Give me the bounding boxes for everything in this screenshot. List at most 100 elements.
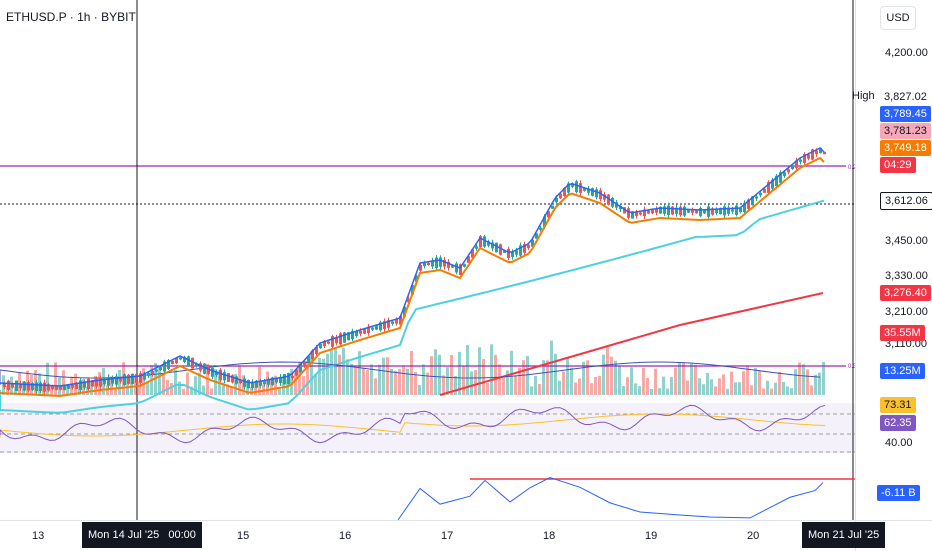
chart-canvas[interactable]: 0.236FIB 0.382FIB	[0, 0, 855, 520]
volume-bar	[702, 384, 705, 395]
candle-body	[503, 250, 506, 253]
volume-bar	[574, 382, 577, 395]
candle-body	[691, 210, 694, 213]
candle-body	[663, 206, 666, 214]
volume-bar	[162, 373, 165, 395]
candle-body	[23, 381, 26, 391]
candle-body	[407, 299, 410, 303]
candle-body	[555, 197, 558, 203]
candle-body	[539, 227, 542, 230]
candle-body	[579, 183, 582, 193]
time-tick: 19	[645, 530, 658, 542]
volume-bar	[538, 384, 541, 395]
candle-body	[751, 196, 754, 206]
candle-body	[191, 357, 194, 369]
candle-body	[99, 377, 102, 387]
candle-body	[67, 385, 70, 389]
price-tag-last: 3,781.23	[880, 123, 931, 139]
volume-bar	[758, 370, 761, 395]
ema-slow-line	[0, 156, 825, 398]
volume-bar	[454, 376, 457, 395]
volume-bar	[250, 387, 253, 395]
candle-body	[511, 251, 514, 258]
time-tick: 18	[543, 530, 556, 542]
volume-bar	[110, 376, 113, 395]
candle-body	[667, 205, 670, 216]
volume-bar	[54, 362, 57, 395]
volume-bar	[426, 372, 429, 395]
volume-bar	[686, 380, 689, 395]
volume-bar	[506, 370, 509, 395]
fib-upper-label: 0.236FIB	[848, 165, 855, 171]
candle-body	[743, 203, 746, 212]
candle-body	[759, 193, 762, 196]
volume-bar	[706, 372, 709, 395]
volume-bar	[794, 369, 797, 395]
volume-bar	[678, 361, 681, 395]
candle-body	[195, 363, 198, 367]
candle-body	[135, 373, 138, 384]
candle-body	[607, 194, 610, 205]
volume-bar	[198, 372, 201, 395]
volume-tag: 35.55M	[880, 325, 925, 341]
time-tick: 17	[441, 530, 454, 542]
currency-button[interactable]: USD	[880, 6, 916, 30]
volume-bar	[518, 367, 521, 395]
volume-bar	[814, 374, 817, 395]
volume-bar	[466, 345, 469, 395]
candle-body	[515, 250, 518, 255]
volume-bar	[138, 381, 141, 395]
candle-body	[531, 239, 534, 247]
candle-body	[3, 383, 6, 387]
volume-bar	[550, 340, 553, 395]
volume-bar	[614, 360, 617, 395]
candle-body	[595, 189, 598, 198]
volume-bar	[290, 368, 293, 395]
volume-bar	[446, 367, 449, 395]
price-tick: 3,110.00	[885, 338, 928, 350]
price-tick: 3,330.00	[885, 270, 928, 282]
volume-bar	[186, 372, 189, 395]
candle-body	[379, 322, 382, 331]
volume-bar	[634, 383, 637, 395]
candle-body	[231, 375, 234, 383]
candle-body	[471, 249, 474, 258]
candle-body	[727, 207, 730, 214]
candle-body	[623, 207, 626, 214]
candle-body	[571, 183, 574, 187]
price-scale[interactable]	[855, 0, 932, 520]
candle-body	[323, 341, 326, 347]
volume-bar	[566, 356, 569, 395]
candle-body	[683, 206, 686, 216]
candle-body	[451, 265, 454, 268]
candle-body	[187, 356, 190, 367]
volume-bar	[322, 358, 325, 395]
symbol-title[interactable]: ETHUSD.P · 1h · BYBIT	[6, 10, 136, 24]
volume-bar	[182, 388, 185, 395]
candle-body	[55, 385, 58, 390]
candle-body	[171, 360, 174, 365]
volume-bar	[386, 357, 389, 395]
candle-body	[127, 374, 130, 384]
volume-bar	[682, 362, 685, 395]
volume-bar	[786, 386, 789, 395]
volume-bar	[302, 376, 305, 395]
volume-bar	[6, 385, 9, 395]
volume-bar	[510, 350, 513, 395]
candle-body	[307, 356, 310, 363]
candle-body	[311, 350, 314, 360]
chart-area[interactable]: 0.236FIB 0.382FIB	[0, 0, 855, 520]
volume-bar	[126, 376, 129, 395]
candle-body	[603, 194, 606, 200]
volume-bar	[722, 374, 725, 395]
candle-body	[431, 260, 434, 267]
candle-body	[763, 188, 766, 193]
volume-bar	[438, 354, 441, 395]
volume-bar	[306, 361, 309, 395]
volume-bar	[390, 368, 393, 395]
volume-bar	[166, 379, 169, 395]
volume-bar	[666, 388, 669, 395]
candle-body	[491, 242, 494, 249]
volume-bar	[770, 388, 773, 395]
candle-body	[787, 169, 790, 173]
